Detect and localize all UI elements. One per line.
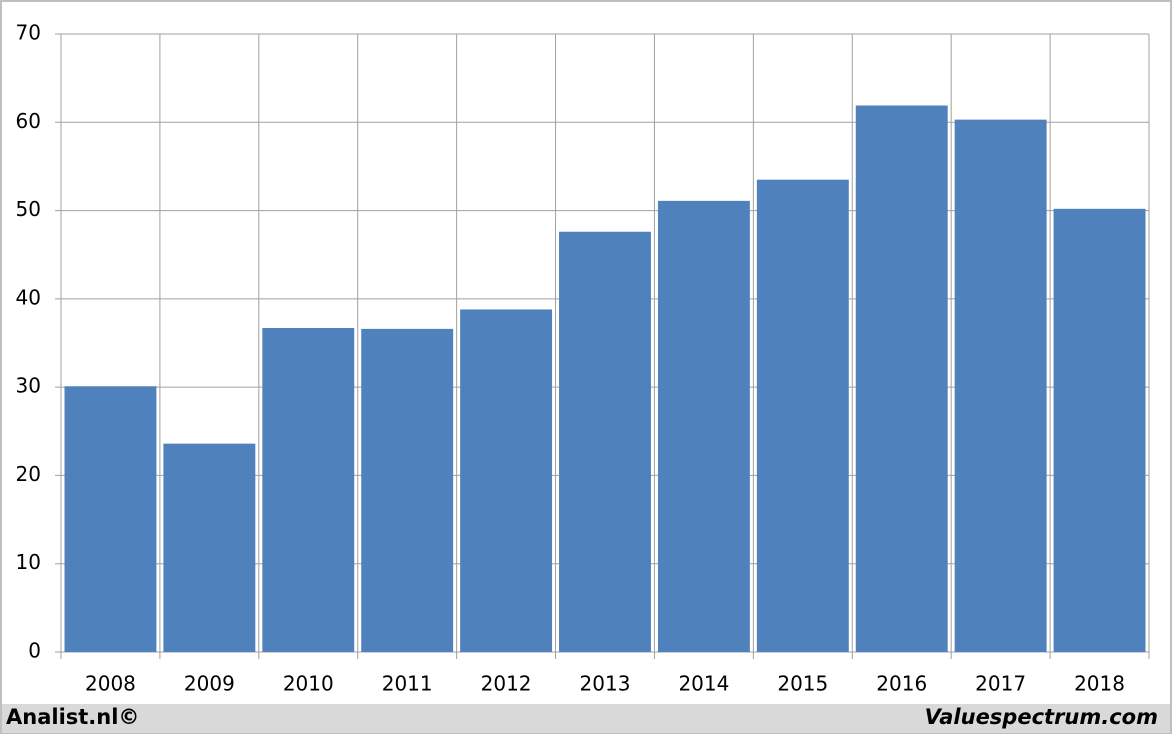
bar — [559, 231, 651, 652]
bar — [855, 105, 948, 653]
bar — [361, 328, 454, 652]
bar — [262, 327, 355, 652]
x-tick-label: 2015 — [777, 672, 828, 696]
footer-band — [2, 704, 1170, 733]
x-tick-label: 2008 — [85, 672, 136, 696]
x-tick-label: 2014 — [678, 672, 729, 696]
bar — [1053, 208, 1146, 652]
y-tick-label: 40 — [16, 285, 41, 309]
x-tick-label: 2009 — [184, 672, 235, 696]
y-tick-label: 30 — [16, 374, 41, 398]
footer-right: Valuespectrum.com — [925, 705, 1158, 729]
footer-left: Analist.nl© — [6, 705, 139, 729]
x-tick-label: 2013 — [580, 672, 631, 696]
y-tick-label: 20 — [16, 462, 41, 486]
bar — [657, 200, 750, 653]
x-tick-label: 2016 — [876, 672, 927, 696]
bar — [954, 119, 1047, 652]
y-tick-label: 50 — [16, 197, 41, 221]
x-tick-label: 2017 — [975, 672, 1026, 696]
y-tick-label: 70 — [16, 21, 41, 45]
x-tick-label: 2018 — [1074, 672, 1125, 696]
bar — [163, 443, 256, 652]
bar — [460, 309, 553, 652]
x-tick-label: 2010 — [283, 672, 334, 696]
y-tick-label: 60 — [16, 109, 41, 133]
y-tick-label: 0 — [28, 639, 41, 663]
y-tick-label: 10 — [16, 550, 41, 574]
x-tick-label: 2012 — [481, 672, 532, 696]
bar — [756, 179, 849, 652]
bar — [64, 386, 157, 652]
x-tick-label: 2011 — [382, 672, 433, 696]
